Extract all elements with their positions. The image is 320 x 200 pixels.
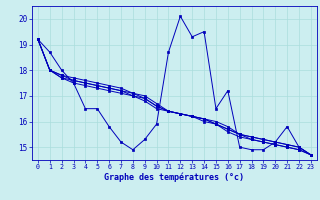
X-axis label: Graphe des températures (°c): Graphe des températures (°c) [104, 173, 244, 182]
